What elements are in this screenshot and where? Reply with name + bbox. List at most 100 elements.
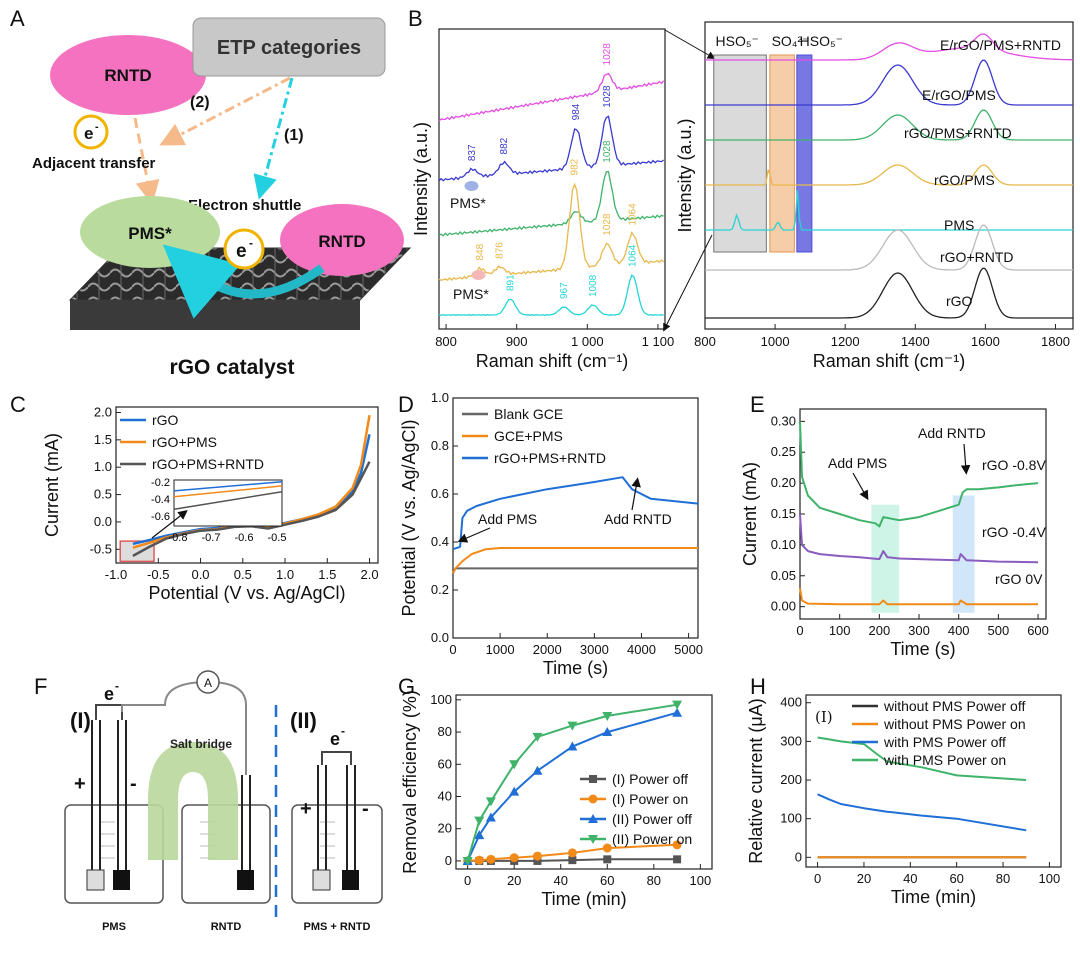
point-2-5: [567, 741, 578, 751]
point-3-4: [532, 732, 543, 742]
y-tick-label: 20: [438, 821, 452, 836]
panel-label-b: B: [408, 6, 423, 31]
y-tick-label: 0.20: [771, 475, 796, 490]
point-1-3: [509, 853, 519, 863]
minus-label-i: -: [130, 773, 137, 795]
path-rntd-to-pms: [133, 117, 160, 205]
y-axis-label: Current (mA): [42, 433, 62, 537]
x-tick-label: 800: [694, 334, 716, 349]
x-tick-label: 60: [949, 871, 963, 886]
beaker-pms-label: PMS: [102, 921, 126, 933]
legend-label-2: rGO+PMS+RNTD: [494, 450, 606, 466]
peak-label-3-1: 876: [495, 242, 506, 259]
x-tick-label: 100: [690, 873, 712, 888]
point-0-4: [533, 856, 542, 865]
y-tick-label: 0: [445, 853, 452, 868]
series--ii-power-off: [466, 711, 678, 862]
x-tick-label: 800: [435, 334, 457, 349]
y-tick-label: 1.0: [94, 459, 112, 474]
beaker-both: [291, 804, 383, 904]
plot-frame: [805, 694, 1062, 868]
inset-x-tick-label: -0.7: [202, 532, 221, 544]
legend-label-2: rGO+PMS+RNTD: [152, 456, 264, 472]
x-tick-label: 80: [996, 871, 1010, 886]
electron-icon-a2: [223, 228, 265, 270]
series-rgo-pms-rntd: [132, 461, 371, 557]
series-rgo-0-8v: [799, 421, 1039, 528]
chart-g: 0 20 40 60 80 100 0 20 40 60 80 100 Time (min) Remova…: [400, 690, 713, 909]
y-tick-label: 0.8: [431, 438, 449, 453]
legend-marker-1: [588, 794, 598, 804]
path-1-label: (1): [284, 127, 304, 144]
panel-label-e: E: [750, 392, 765, 417]
x-axis-label: Raman shift (cm⁻¹): [813, 351, 966, 371]
peak-label-3-4: 1064: [628, 203, 639, 226]
peak-label-4-1: 967: [559, 282, 570, 299]
connector-top: [664, 29, 716, 59]
spectrum-1: [438, 115, 664, 182]
legend-label-3: (II) Power on: [612, 831, 692, 847]
electron-sup-a2: -: [249, 236, 253, 250]
x-tick-label: 900: [506, 334, 528, 349]
x-tick-label: 2.0: [361, 567, 379, 582]
peak-label-4-0: 891: [505, 274, 516, 291]
x-tick-label: 1800: [1041, 334, 1070, 349]
spectrum-2: [438, 170, 664, 237]
band-hso5-1: [713, 54, 767, 253]
etp-box: [192, 17, 386, 77]
point-0-5: [568, 856, 577, 865]
annotation-add-rntd: Add RNTD: [918, 425, 986, 441]
inset-x-tick-label: -0.5: [268, 532, 287, 544]
legend-label-2: (II) Power off: [612, 811, 692, 827]
y-tick-label: 60: [438, 756, 452, 771]
electron-shuttle-label: Electron shuttle: [188, 197, 301, 214]
y-tick-label: 100: [780, 811, 802, 826]
panel-e: E 0 100 200 300 400 500 600 0.00 0.05 0.10 0.15 0.2…: [740, 392, 1049, 659]
wire-i-left: [95, 704, 123, 720]
connector-bottom: [663, 234, 713, 332]
inset-y-tick-label: -0.2: [151, 477, 170, 489]
ammeter-label: A: [204, 676, 212, 690]
point-3-3: [509, 760, 520, 770]
x-tick-label: 1 000: [571, 334, 604, 349]
chart-b-left: 800 900 1 000 1 100 Raman shift (cm⁻¹) Intens…: [411, 28, 716, 371]
x-tick-label: 1400: [901, 334, 930, 349]
x-tick-label: 1.0: [276, 567, 294, 582]
point-2-2: [485, 812, 496, 822]
plus-label-ii: +: [300, 798, 312, 820]
electrode-plate-4: [312, 869, 331, 891]
point-1-1: [474, 855, 484, 865]
x-tick-label: 1 100: [642, 334, 675, 349]
ammeter-icon: [196, 670, 220, 694]
pms-star-label-1: PMS*: [450, 195, 486, 211]
series-label-3: rGO/PMS: [934, 172, 995, 188]
electron-label-f2: e: [330, 729, 340, 749]
point-2-6: [602, 727, 613, 737]
rgo-catalyst-caption: rGO catalyst: [170, 356, 295, 379]
peak-label-3-2: 982: [570, 158, 581, 175]
x-tick-label: 4000: [627, 642, 656, 657]
y-tick-label: 1.0: [431, 390, 449, 405]
inset-label: (I): [815, 708, 833, 726]
panel-b: B 800 900 1 000 1 100 Raman shift (cm⁻¹) Inte…: [408, 6, 1074, 371]
part-i-label: (I): [70, 708, 91, 733]
x-tick-label: 1200: [831, 334, 860, 349]
series-rgo-0v: [799, 587, 1039, 606]
point-3-6: [602, 711, 613, 721]
pms-star-marker-1: [464, 181, 479, 191]
peak-label-1-1: 882: [499, 137, 510, 154]
annotation-add-rntd: Add RNTD: [604, 511, 672, 527]
peak-label-1-2: 984: [571, 103, 582, 120]
inset-y-tick-label: -0.4: [151, 494, 170, 506]
y-tick-label: 0: [795, 849, 802, 864]
y-axis-label: Potential (V vs. Ag/AgCl): [399, 419, 419, 616]
panel-label-a: A: [10, 6, 25, 31]
x-axis-label: Potential (V vs. Ag/AgCl): [148, 583, 345, 603]
rntd-right-label: RNTD: [318, 232, 365, 251]
plot-frame: [704, 21, 1074, 330]
chart-e: 0 100 200 300 400 500 600 0.00 0.05 0.10 0.15 0.20 0…: [740, 408, 1049, 659]
point-1-5: [567, 848, 577, 858]
plus-label-i: +: [74, 773, 86, 795]
x-tick-label: 40: [903, 871, 917, 886]
annotation-add-pms: Add PMS: [478, 511, 537, 527]
